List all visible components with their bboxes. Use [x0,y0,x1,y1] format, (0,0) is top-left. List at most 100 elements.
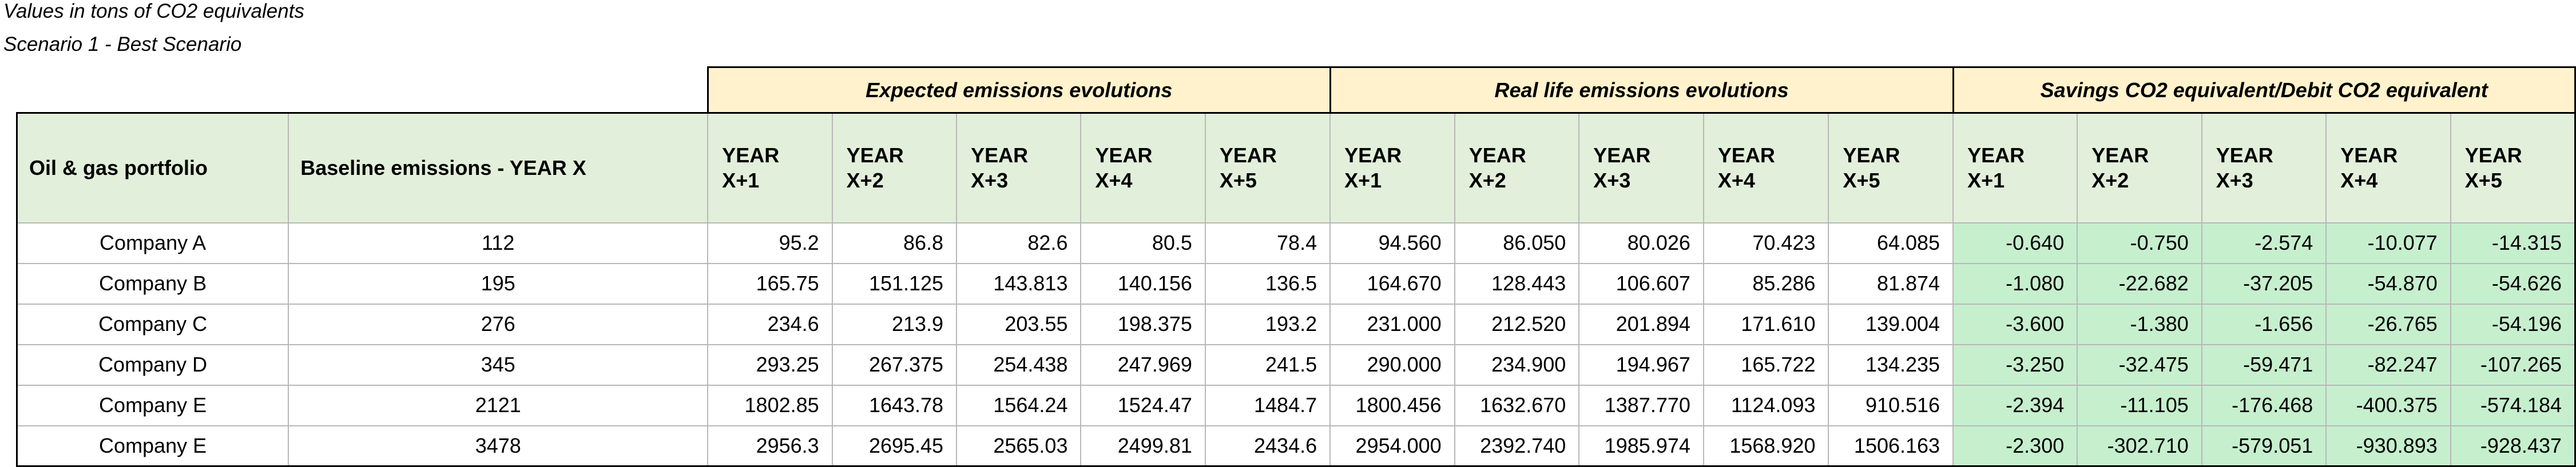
portfolio-header: Oil & gas portfolio [16,112,289,223]
year-header-savings-4: YEAR X+4 [2325,112,2451,223]
savings-value-cell: -2.300 [1952,425,2078,467]
year-word: YEAR [1843,143,1900,167]
company-cell: Company E [16,384,289,426]
year-header-real-5: YEAR X+5 [1828,112,1954,223]
real-value-cell: 1800.456 [1329,384,1455,426]
real-value-cell: 2392.740 [1454,425,1580,467]
company-cell: Company D [16,344,289,386]
table-row: Company B 195 165.75 151.125 143.813 140.156 1… [16,262,2576,305]
real-value-cell: 164.670 [1329,262,1455,305]
year-header-expected-4: YEAR X+4 [1080,112,1206,223]
savings-value-cell: -10.077 [2325,222,2451,264]
real-value-cell: 290.000 [1329,344,1455,386]
real-value-cell: 86.050 [1454,222,1580,264]
year-word: YEAR [971,143,1029,167]
savings-value-cell: -2.574 [2201,222,2327,264]
table-row: Company A 112 95.2 86.8 82.6 80.5 78.4 94.560 86… [16,222,2576,264]
year-offset: X+1 [1967,168,2005,192]
real-value-cell: 85.286 [1702,262,1829,305]
savings-value-cell: -302.710 [2077,425,2202,467]
year-word: YEAR [1095,143,1153,167]
units-caption: Values in tons of CO2 equivalents [3,0,304,22]
expected-value-cell: 2956.3 [707,425,833,467]
year-header-savings-5: YEAR X+5 [2450,112,2576,223]
year-header-real-4: YEAR X+4 [1702,112,1829,223]
savings-value-cell: -32.475 [2077,344,2202,386]
expected-group-header: Expected emissions evolutions [706,66,1331,114]
expected-value-cell: 143.813 [956,262,1082,305]
expected-value-cell: 2434.6 [1204,425,1331,467]
year-header-savings-2: YEAR X+2 [2077,112,2202,223]
expected-value-cell: 1524.47 [1080,384,1206,426]
real-value-cell: 1632.670 [1454,384,1580,426]
year-word: YEAR [1344,143,1402,167]
savings-value-cell: -928.437 [2450,425,2576,467]
savings-value-cell: -930.893 [2325,425,2451,467]
year-word: YEAR [1967,143,2025,167]
year-offset: X+1 [722,168,760,192]
real-value-cell: 201.894 [1578,303,1704,345]
real-group-header: Real life emissions evolutions [1329,66,1954,114]
real-value-cell: 64.085 [1828,222,1954,264]
savings-value-cell: -1.380 [2077,303,2202,345]
savings-value-cell: -2.394 [1952,384,2078,426]
real-value-cell: 1387.770 [1578,384,1704,426]
real-value-cell: 2954.000 [1329,425,1455,467]
savings-value-cell: -22.682 [2077,262,2202,305]
savings-value-cell: -11.105 [2077,384,2202,426]
year-header-expected-5: YEAR X+5 [1204,112,1331,223]
year-offset: X+3 [2216,168,2253,192]
real-value-cell: 106.607 [1578,262,1704,305]
expected-value-cell: 95.2 [707,222,833,264]
baseline-cell: 2121 [288,384,709,426]
real-value-cell: 231.000 [1329,303,1455,345]
real-value-cell: 94.560 [1329,222,1455,264]
company-cell: Company B [16,262,289,305]
savings-value-cell: -26.765 [2325,303,2451,345]
expected-value-cell: 254.438 [956,344,1082,386]
expected-value-cell: 203.55 [956,303,1082,345]
expected-value-cell: 140.156 [1080,262,1206,305]
table-row: Company C 276 234.6 213.9 203.55 198.375 193.2… [16,303,2576,345]
table-body: Company A 112 95.2 86.8 82.6 80.5 78.4 94.560 86… [16,222,2576,467]
expected-value-cell: 1484.7 [1204,384,1331,426]
year-word: YEAR [846,143,904,167]
savings-value-cell: -1.080 [1952,262,2078,305]
column-header-row: Oil & gas portfolio Baseline emissions -… [16,112,2576,223]
real-value-cell: 1506.163 [1828,425,1954,467]
expected-value-cell: 293.25 [707,344,833,386]
baseline-cell: 345 [288,344,709,386]
year-offset: X+4 [1717,168,1755,192]
year-word: YEAR [1593,143,1651,167]
year-word: YEAR [1219,143,1277,167]
year-offset: X+2 [846,168,884,192]
company-cell: Company A [16,222,289,264]
expected-value-cell: 1802.85 [707,384,833,426]
table-row: Company D 345 293.25 267.375 254.438 247.969 2… [16,344,2576,386]
savings-value-cell: -0.640 [1952,222,2078,264]
year-header-savings-3: YEAR X+3 [2201,112,2327,223]
real-value-cell: 234.900 [1454,344,1580,386]
year-word: YEAR [2340,143,2398,167]
expected-value-cell: 80.5 [1080,222,1206,264]
expected-value-cell: 247.969 [1080,344,1206,386]
real-value-cell: 134.235 [1828,344,1954,386]
expected-value-cell: 82.6 [956,222,1082,264]
company-cell: Company E [16,425,289,467]
savings-value-cell: -176.468 [2201,384,2327,426]
expected-value-cell: 2695.45 [831,425,958,467]
scenario-caption: Scenario 1 - Best Scenario [3,33,242,55]
expected-value-cell: 86.8 [831,222,958,264]
savings-value-cell: -54.870 [2325,262,2451,305]
year-word: YEAR [1717,143,1775,167]
year-offset: X+1 [1344,168,1382,192]
savings-value-cell: -82.247 [2325,344,2451,386]
savings-value-cell: -14.315 [2450,222,2576,264]
real-value-cell: 1124.093 [1702,384,1829,426]
expected-value-cell: 151.125 [831,262,958,305]
year-header-real-1: YEAR X+1 [1329,112,1455,223]
year-header-real-2: YEAR X+2 [1454,112,1580,223]
expected-value-cell: 1643.78 [831,384,958,426]
real-value-cell: 1568.920 [1702,425,1829,467]
real-value-cell: 70.423 [1702,222,1829,264]
